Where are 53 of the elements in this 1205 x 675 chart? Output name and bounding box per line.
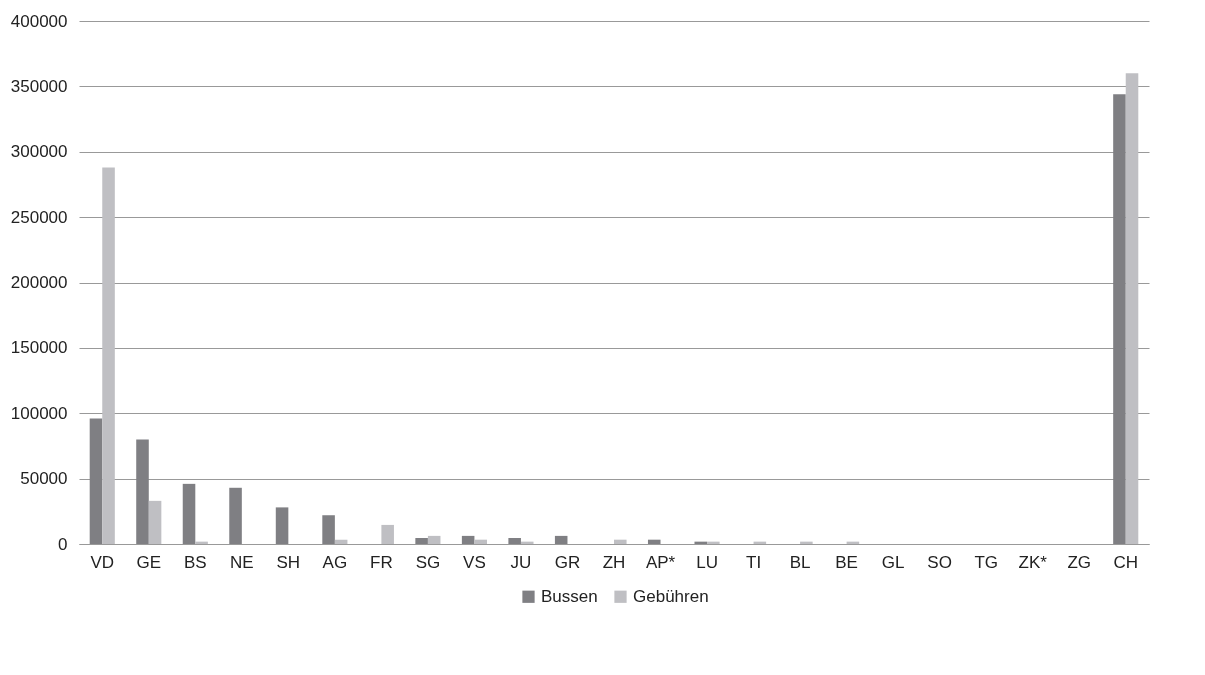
y-tick-label: 100000 bbox=[10, 403, 68, 423]
x-tick-label: SH bbox=[276, 552, 301, 572]
bar bbox=[148, 500, 162, 544]
y-tick-label: 300000 bbox=[10, 142, 68, 162]
x-tick-label: BS bbox=[183, 552, 207, 572]
bar bbox=[102, 167, 115, 544]
x-tick-label: NE bbox=[230, 552, 254, 572]
bar bbox=[614, 539, 627, 544]
y-tick-label: 400000 bbox=[10, 11, 68, 31]
x-tick-label: TG bbox=[974, 552, 998, 572]
y-tick-label: 200000 bbox=[10, 273, 68, 292]
x-tick-label: ZK* bbox=[1018, 552, 1048, 572]
bar bbox=[554, 535, 568, 544]
x-tick-label: BE bbox=[835, 552, 858, 572]
bar bbox=[474, 539, 487, 544]
bar bbox=[275, 507, 289, 544]
x-tick-label: GR bbox=[554, 552, 581, 572]
bar bbox=[229, 487, 242, 544]
bar bbox=[381, 524, 394, 544]
bar bbox=[182, 483, 196, 544]
bar bbox=[427, 535, 441, 544]
bar bbox=[136, 439, 149, 544]
x-tick-label: TI bbox=[746, 552, 762, 572]
x-tick-label: JU bbox=[510, 552, 532, 572]
x-tick-label: ZH bbox=[602, 552, 626, 572]
bar bbox=[508, 537, 521, 544]
bar bbox=[461, 535, 475, 544]
x-tick-label: VS bbox=[463, 552, 486, 572]
x-tick-label: GL bbox=[881, 552, 905, 572]
legend-label: Bussen bbox=[541, 586, 598, 606]
x-tick-label: AG bbox=[322, 552, 348, 572]
y-tick-label: 50000 bbox=[20, 469, 68, 489]
x-tick-label: CH bbox=[1113, 552, 1139, 572]
bar bbox=[1113, 94, 1126, 544]
x-tick-label: ZG bbox=[1067, 552, 1092, 572]
bar bbox=[1125, 73, 1139, 544]
x-tick-label: LU bbox=[696, 552, 718, 572]
y-tick-label: 150000 bbox=[10, 338, 68, 358]
x-tick-label: SG bbox=[415, 552, 441, 572]
x-tick-label: AP* bbox=[645, 552, 676, 572]
bar bbox=[415, 537, 428, 544]
x-tick-label: SO bbox=[927, 552, 952, 572]
y-tick-label: 0 bbox=[58, 534, 68, 554]
x-tick-label: FR bbox=[370, 552, 393, 572]
bar bbox=[647, 539, 661, 544]
x-tick-label: VD bbox=[90, 552, 115, 572]
y-tick-label: 350000 bbox=[10, 76, 68, 96]
bar bbox=[322, 515, 335, 544]
x-tick-label: BL bbox=[789, 552, 811, 572]
bar bbox=[89, 418, 103, 544]
y-tick-label: 250000 bbox=[10, 207, 68, 227]
legend-label: Gebühren bbox=[633, 586, 709, 606]
x-tick-label: GE bbox=[136, 552, 162, 572]
